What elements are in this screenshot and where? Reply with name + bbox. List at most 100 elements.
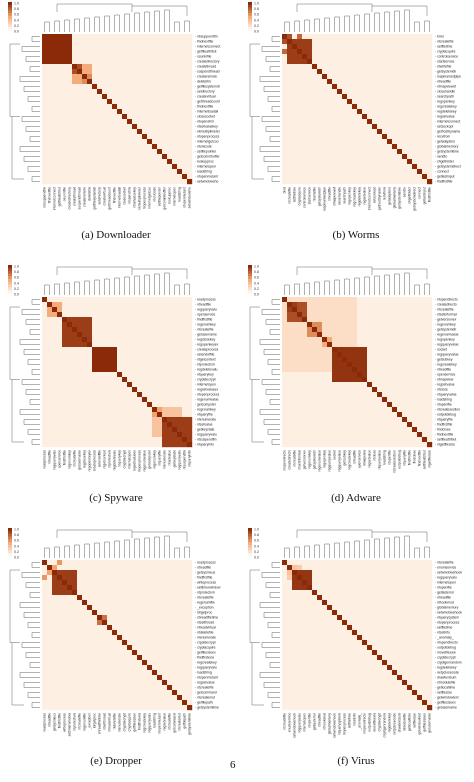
heatmap-cell	[157, 680, 163, 686]
heatmap-cell	[342, 174, 348, 180]
heatmap-cell	[72, 685, 78, 691]
heatmap-cell	[377, 432, 383, 438]
heatmap-cell	[372, 49, 378, 55]
heatmap-cell	[157, 332, 163, 338]
heatmap-cell	[152, 44, 158, 50]
heatmap-cell	[387, 139, 393, 145]
heatmap-cell	[87, 625, 93, 631]
heatmap-cell	[427, 169, 433, 175]
heatmap-cell	[112, 59, 118, 65]
heatmap-cell	[387, 367, 393, 373]
heatmap-cell	[52, 322, 58, 328]
heatmap-cell	[417, 129, 423, 135]
heatmap-cell	[357, 174, 363, 180]
heatmap-cell	[57, 139, 63, 145]
heatmap-cell	[367, 139, 373, 145]
heatmap-cell	[62, 114, 68, 120]
dendrogram-link	[132, 5, 188, 16]
heatmap-cell	[152, 402, 158, 408]
heatmap-cell	[292, 109, 298, 115]
heatmap-cell	[97, 164, 103, 170]
heatmap-cell	[297, 297, 303, 303]
dendrogram-link	[25, 652, 40, 658]
heatmap-cell	[42, 44, 48, 50]
heatmap-cell	[42, 49, 48, 55]
heatmap-cell	[112, 392, 118, 398]
heatmap-cell	[347, 84, 353, 90]
heatmap-cell	[87, 139, 93, 145]
column-label: getlastinput	[423, 187, 427, 204]
heatmap-cell	[177, 39, 183, 45]
heatmap-cell	[397, 64, 403, 70]
heatmap-cell	[87, 79, 93, 85]
heatmap-cell	[407, 372, 413, 378]
heatmap-cell	[77, 560, 83, 566]
heatmap-cell	[167, 114, 173, 120]
heatmap-cell	[77, 179, 83, 185]
heatmap-cell	[47, 149, 53, 155]
heatmap-cell	[417, 357, 423, 363]
heatmap-cell	[162, 700, 168, 706]
heatmap-cell	[312, 322, 318, 328]
heatmap-cell	[107, 322, 113, 328]
heatmap-cell	[282, 149, 288, 155]
heatmap-cell	[177, 99, 183, 105]
heatmap-cell	[372, 144, 378, 150]
heatmap-cell	[102, 39, 108, 45]
dendrogram-link	[314, 18, 320, 32]
heatmap-cell	[407, 427, 413, 433]
column-label: setendoffile	[98, 450, 102, 467]
heatmap-cell	[322, 174, 328, 180]
heatmap-cell	[362, 169, 368, 175]
heatmap-cell	[92, 312, 98, 318]
heatmap-cell	[117, 412, 123, 418]
heatmap-cell	[57, 560, 63, 566]
heatmap-cell	[377, 407, 383, 413]
column-label: ntopendirecto	[283, 450, 287, 471]
heatmap-cell	[62, 307, 68, 313]
heatmap-cell	[402, 44, 408, 50]
heatmap-cell	[57, 630, 63, 636]
heatmap-cell	[397, 159, 403, 165]
heatmap-cell	[152, 417, 158, 423]
heatmap-cell	[117, 442, 123, 448]
heatmap-cell	[417, 347, 423, 353]
heatmap-cell	[47, 630, 53, 636]
heatmap-cell	[72, 600, 78, 606]
dendrogram-link	[269, 66, 280, 72]
heatmap-cell	[317, 59, 323, 65]
heatmap-cell	[152, 129, 158, 135]
heatmap-cell	[182, 635, 188, 641]
heatmap-cell	[127, 124, 133, 130]
heatmap-downloader: 1.00.80.60.40.20.0- nbsuppendfmnbsuppend…	[8, 2, 221, 210]
heatmap-cell	[112, 54, 118, 60]
row-label: - getfilesystemdl	[195, 85, 220, 89]
heatmap-cell	[87, 605, 93, 611]
heatmap-cell	[407, 139, 413, 145]
heatmap-cell	[67, 144, 73, 150]
heatmap-cell	[157, 49, 163, 55]
heatmap-cell	[97, 407, 103, 413]
heatmap-cell	[122, 69, 128, 75]
heatmap-cell	[152, 560, 158, 566]
heatmap-cell	[417, 402, 423, 408]
heatmap-cell	[62, 635, 68, 641]
heatmap-cell	[142, 169, 148, 175]
heatmap-cell	[62, 585, 68, 591]
heatmap-cell	[122, 114, 128, 120]
heatmap-cell	[332, 347, 338, 353]
row-label: - regcreatekey	[435, 363, 457, 367]
column-label: getfileattribut	[58, 187, 62, 206]
colorbar-tick-label: 0.4	[14, 281, 19, 285]
heatmap-cell	[357, 372, 363, 378]
heatmap-cell	[172, 149, 178, 155]
heatmap-cell	[162, 322, 168, 328]
heatmap-cell	[167, 645, 173, 651]
heatmap-cell	[87, 377, 93, 383]
heatmap-cell	[152, 54, 158, 60]
heatmap-cell	[172, 585, 178, 591]
colorbar-step	[248, 18, 252, 22]
heatmap-cell	[307, 54, 313, 60]
row-label: - regqueryvalue	[435, 353, 459, 357]
row-label: - ntopenstrm	[195, 120, 214, 124]
